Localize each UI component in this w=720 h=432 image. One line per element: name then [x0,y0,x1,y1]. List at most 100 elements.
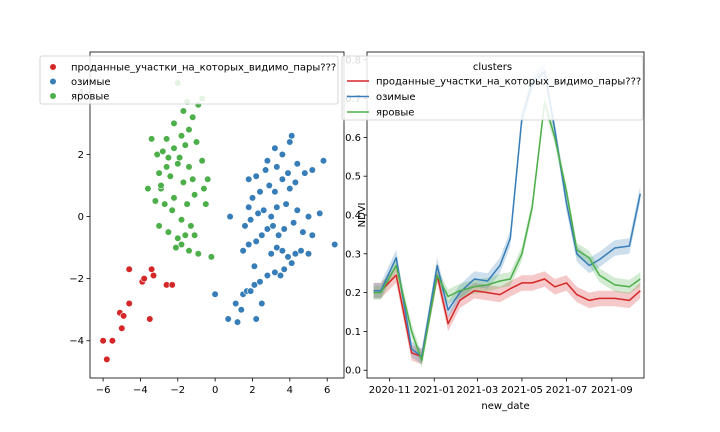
x-tick-label: 0 [212,385,218,396]
scatter-point [204,175,212,183]
scatter-point [256,278,264,286]
scatter-point [269,222,277,230]
scatter-point [155,222,163,230]
x-tick-label: 2021-09 [591,385,633,396]
scatter-point [291,178,300,186]
scatter-point [200,185,208,193]
x-tick-label: −2 [170,385,185,396]
scatter-point [263,225,272,233]
scatter-point [191,231,199,239]
scatter-point [189,175,197,183]
scatter-point [254,209,262,217]
scatter-point [284,169,292,177]
scatter-point [247,287,255,295]
scatter-point [149,271,158,280]
scatter-point [299,228,307,236]
scatter-point [119,312,128,320]
scatter-point [146,315,154,323]
scatter-point [177,240,186,249]
y-tick-label: 0.6 [345,133,361,144]
x-tick-label: 6 [324,385,330,396]
x-tick-label: 4 [287,385,293,396]
scatter-point [237,306,245,314]
scatter-point [191,191,199,199]
scatter-point [185,163,193,171]
x-tick-label: 2021-05 [501,385,543,396]
legend-marker [49,92,57,100]
scatter-point [271,268,279,277]
y-tick-label: −4 [69,336,84,347]
scatter-point [164,228,172,236]
scatter-point [155,169,163,177]
scatter-point [319,157,328,165]
scatter-point [181,231,189,239]
scatter-point [267,250,275,258]
legend-label: проданные_участки_на_которых_видимо_пары… [71,63,336,74]
scatter-point [163,135,171,143]
scatter-point [273,163,281,171]
scatter-point [286,185,294,193]
scatter-point [291,250,300,258]
scatter-point [161,200,169,208]
scatter-point [331,240,339,249]
legend-label: озимые [376,92,416,103]
scatter-point [170,119,178,127]
legend-label: проданные_участки_на_которых_видимо_пары… [376,77,641,88]
scatter-point [308,231,316,239]
x-tick-label: 2020-11 [369,385,411,396]
x-tick-label: 2 [249,385,255,396]
scatter-point [159,147,167,155]
legend-label: озимые [71,77,111,88]
y-tick-label: 0.2 [345,288,361,299]
scatter-point [258,299,266,308]
legend-marker [49,63,57,71]
scatter-point [262,166,270,174]
scatter-point [284,253,292,261]
scatter-point [166,172,174,180]
scatter-point [252,172,260,180]
scatter-point [176,154,184,162]
scatter-point [273,203,281,211]
scatter-point [239,247,247,255]
scatter-point [245,175,253,183]
y-tick-label: 0.4 [345,211,361,222]
scatter-point [148,135,156,143]
y-tick-label: 0.1 [345,327,361,338]
scatter-point [224,315,232,323]
legend-label: яровые [71,92,109,103]
legend-box [39,55,339,105]
scatter-point [252,237,260,245]
scatter-point [148,265,156,273]
x-tick-label: −6 [96,385,111,396]
scatter-point [179,107,187,115]
scatter-points [99,79,339,364]
scatter-point [125,299,133,308]
x-tick-label: 2021-07 [546,385,588,396]
scatter-point [265,181,273,190]
scatter-point [316,209,324,217]
scatter-point [278,247,287,255]
scatter-point [245,203,253,211]
series-lines [373,70,642,362]
y-tick-label: 0.3 [345,249,361,260]
scatter-point [241,222,249,230]
y-tick-label: 0.5 [345,172,361,183]
series-line [373,101,641,362]
scatter-point [153,150,161,159]
scatter-point [177,216,186,224]
scatter-point [308,166,316,174]
scatter-point [226,213,234,221]
scatter-point [250,281,258,289]
scatter-point [256,188,264,196]
scatter-point [293,206,301,214]
scatter-point [174,160,182,168]
scatter-point [258,231,266,239]
x-tick-label: −4 [133,385,148,396]
scatter-point [202,200,210,208]
scatter-point [271,188,279,196]
scatter-point [179,178,187,186]
scatter-point [207,253,215,261]
scatter-point [99,337,107,345]
legend-label: яровые [376,108,414,119]
